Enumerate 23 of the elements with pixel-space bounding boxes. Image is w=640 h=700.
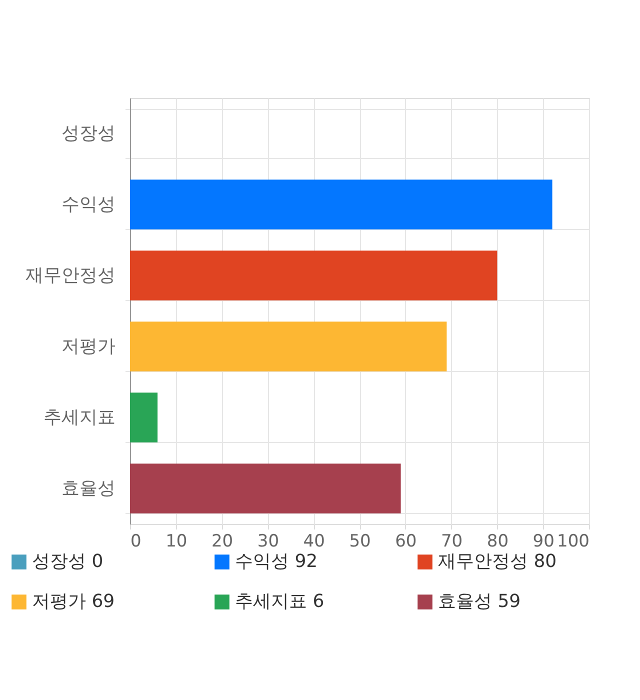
x-tick-label: 10 (166, 532, 188, 552)
legend-label: 성장성 0 (32, 551, 104, 572)
x-tick-label: 30 (257, 532, 280, 552)
x-tick-label: 50 (349, 532, 371, 552)
x-tick-label: 20 (211, 532, 234, 552)
x-tick-label: 100 (557, 532, 590, 552)
x-tick-label: 70 (440, 532, 463, 552)
legend-label: 저평가 69 (32, 591, 115, 612)
y-tick-label: 성장성 (62, 123, 116, 144)
legend-label: 재무안정성 80 (438, 551, 557, 572)
y-tick-label: 저평가 (62, 336, 116, 357)
y-tick-label: 효율성 (62, 478, 116, 499)
legend-label: 수익성 92 (235, 551, 318, 572)
y-tick-label: 수익성 (62, 194, 116, 215)
y-tick-label: 재무안정성 (26, 265, 116, 286)
x-tick-label: 0 (130, 532, 142, 552)
x-tick-label: 80 (486, 532, 509, 552)
y-tick-label: 추세지표 (44, 407, 116, 428)
x-tick-label: 40 (303, 532, 325, 552)
legend-label: 효율성 59 (438, 591, 521, 612)
x-tick-label: 90 (532, 532, 554, 552)
legend-label: 추세지표 6 (235, 591, 324, 612)
x-tick-label: 60 (395, 532, 417, 552)
